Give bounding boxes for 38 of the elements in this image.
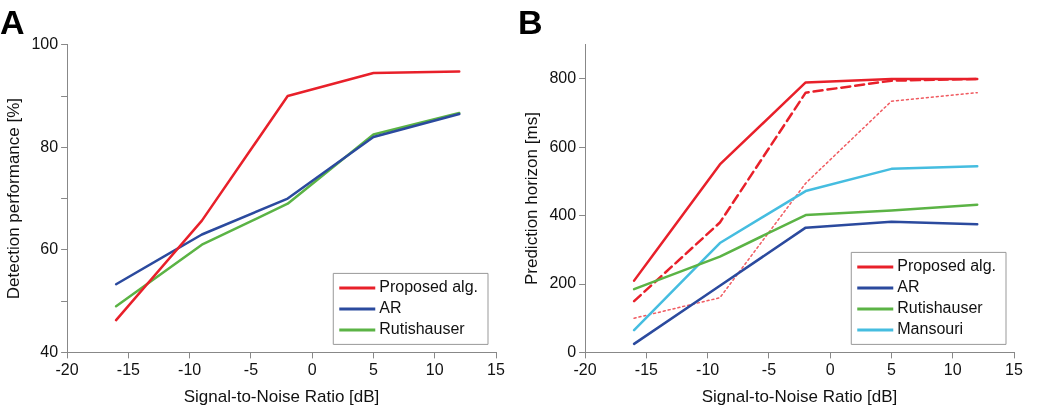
x-tick-label: -5 (761, 361, 777, 379)
x-tick-label: -10 (696, 361, 720, 379)
legend-label: AR (897, 278, 920, 296)
y-axis-title: Detection performance [%] (3, 97, 23, 300)
y-tick-label: 0 (567, 342, 577, 360)
y-tick-label: 80 (40, 137, 59, 155)
x-tick-label: -5 (243, 361, 259, 379)
chart-title: B (518, 2, 543, 41)
x-tick-label: 15 (1005, 361, 1023, 379)
y-tick-label: 800 (549, 69, 577, 87)
x-tick-label: -20 (573, 361, 597, 379)
x-tick-label: 10 (943, 361, 962, 379)
chart-title: A (0, 2, 25, 41)
x-tick-label: -10 (178, 361, 202, 379)
x-tick-label: 0 (307, 361, 317, 379)
x-axis-title: Signal-to-Noise Ratio [dB] (183, 387, 380, 407)
y-tick-label: 200 (549, 274, 577, 292)
x-tick-label: -15 (634, 361, 659, 379)
x-tick-label: 0 (825, 361, 835, 379)
y-tick-label: 60 (40, 240, 59, 258)
legend-label: Mansouri (897, 320, 964, 338)
x-axis-title: Signal-to-Noise Ratio [dB] (701, 387, 898, 407)
x-tick-label: -20 (55, 361, 79, 379)
x-tick-label: 10 (425, 361, 444, 379)
legend-label: Rutishauser (897, 299, 984, 317)
x-tick-label: -15 (116, 361, 141, 379)
y-tick-label: 100 (31, 35, 59, 53)
x-tick-label: 15 (487, 361, 505, 379)
legend-label: AR (379, 299, 402, 317)
legend-label: Rutishauser (379, 320, 466, 338)
y-axis-title: Prediction horizon [ms] (521, 112, 541, 286)
legend-label: Proposed alg. (379, 278, 478, 296)
x-tick-label: 5 (369, 361, 378, 379)
y-tick-label: 600 (549, 137, 577, 155)
y-tick-label: 40 (40, 342, 59, 360)
x-tick-label: 5 (887, 361, 896, 379)
y-tick-label: 400 (549, 206, 577, 224)
legend-label: Proposed alg. (897, 257, 996, 275)
